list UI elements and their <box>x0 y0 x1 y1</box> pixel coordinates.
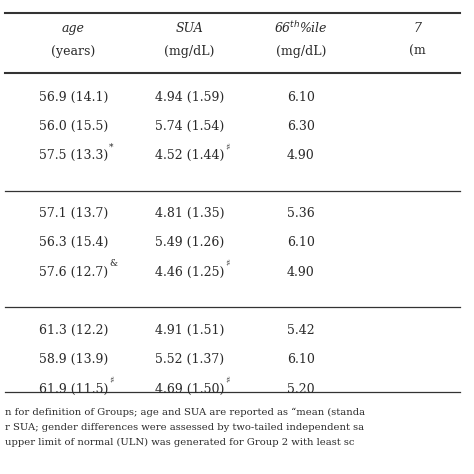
Text: 6.30: 6.30 <box>287 120 315 133</box>
Text: 4.90: 4.90 <box>287 265 315 279</box>
Text: 4.69 (1.50): 4.69 (1.50) <box>155 383 224 396</box>
Text: 6.10: 6.10 <box>287 236 315 249</box>
Text: ♯: ♯ <box>109 376 113 385</box>
Text: ♯: ♯ <box>225 259 229 268</box>
Text: n for definition of Groups; age and SUA are reported as “mean (standa: n for definition of Groups; age and SUA … <box>5 408 365 417</box>
Text: &: & <box>109 259 117 268</box>
Text: 4.81 (1.35): 4.81 (1.35) <box>155 207 224 220</box>
Text: (years): (years) <box>51 45 96 58</box>
Text: 57.5 (13.3): 57.5 (13.3) <box>39 149 108 163</box>
Text: 5.74 (1.54): 5.74 (1.54) <box>155 120 224 133</box>
Text: SUA: SUA <box>176 22 203 35</box>
Text: 6.10: 6.10 <box>287 353 315 366</box>
Text: 56.9 (14.1): 56.9 (14.1) <box>39 91 108 104</box>
Text: 57.6 (12.7): 57.6 (12.7) <box>39 265 108 279</box>
Text: *: * <box>109 143 113 152</box>
Text: 4.52 (1.44): 4.52 (1.44) <box>155 149 224 163</box>
Text: 56.0 (15.5): 56.0 (15.5) <box>39 120 108 133</box>
Text: 5.36: 5.36 <box>287 207 315 220</box>
Text: 66$^{th}$%ile: 66$^{th}$%ile <box>274 20 328 36</box>
Text: 4.90: 4.90 <box>287 149 315 163</box>
Text: ♯: ♯ <box>225 143 229 152</box>
Text: (mg/dL): (mg/dL) <box>276 45 326 58</box>
Text: (m: (m <box>409 45 426 58</box>
Text: upper limit of normal (ULN) was generated for Group 2 with least sc: upper limit of normal (ULN) was generate… <box>5 438 354 447</box>
Text: r SUA; gender differences were assessed by two-tailed independent sa: r SUA; gender differences were assessed … <box>5 423 364 432</box>
Text: 4.91 (1.51): 4.91 (1.51) <box>155 324 224 337</box>
Text: 4.94 (1.59): 4.94 (1.59) <box>155 91 224 104</box>
Text: 5.20: 5.20 <box>287 383 315 396</box>
Text: age: age <box>62 22 85 35</box>
Text: ♯: ♯ <box>225 376 229 385</box>
Text: 6.10: 6.10 <box>287 91 315 104</box>
Text: 58.9 (13.9): 58.9 (13.9) <box>39 353 108 366</box>
Text: 61.3 (12.2): 61.3 (12.2) <box>39 324 108 337</box>
Text: 4.46 (1.25): 4.46 (1.25) <box>155 265 224 279</box>
Text: 5.52 (1.37): 5.52 (1.37) <box>155 353 224 366</box>
Text: (mg/dL): (mg/dL) <box>164 45 215 58</box>
Text: 5.49 (1.26): 5.49 (1.26) <box>155 236 224 249</box>
Text: 56.3 (15.4): 56.3 (15.4) <box>39 236 108 249</box>
Text: 57.1 (13.7): 57.1 (13.7) <box>39 207 108 220</box>
Text: 7: 7 <box>413 22 421 35</box>
Text: 5.42: 5.42 <box>287 324 315 337</box>
Text: 61.9 (11.5): 61.9 (11.5) <box>39 383 108 396</box>
